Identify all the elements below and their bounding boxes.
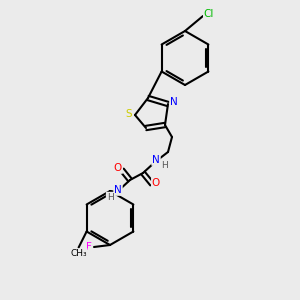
- Text: H: H: [160, 161, 167, 170]
- Text: S: S: [126, 109, 132, 119]
- Text: Cl: Cl: [204, 9, 214, 19]
- Text: O: O: [152, 178, 160, 188]
- Text: CH₃: CH₃: [70, 249, 87, 258]
- Text: N: N: [152, 155, 160, 165]
- Text: N: N: [114, 185, 122, 195]
- Text: O: O: [114, 163, 122, 173]
- Text: N: N: [170, 97, 178, 107]
- Text: H: H: [106, 193, 113, 202]
- Text: F: F: [86, 242, 92, 252]
